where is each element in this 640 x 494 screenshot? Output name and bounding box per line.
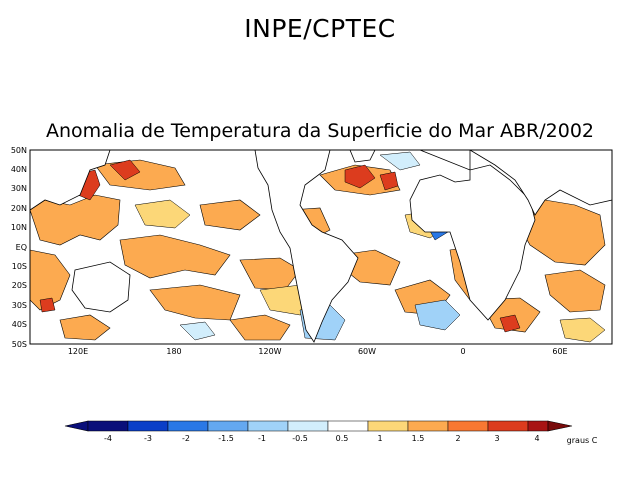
lon-label: 180 <box>166 347 181 356</box>
legend-swatch <box>327 420 369 432</box>
organization-title: INPE/CPTEC <box>244 14 396 43</box>
lat-label: 40N <box>11 165 27 174</box>
lat-label: 10N <box>11 223 27 232</box>
legend-tick: 4 <box>534 434 539 443</box>
legend-tick: -1.5 <box>218 434 234 443</box>
lat-label: 50N <box>11 146 27 155</box>
legend-tick: 2 <box>455 434 460 443</box>
legend-unit: graus C <box>567 436 598 445</box>
legend-arrow-right <box>547 420 573 432</box>
lon-label: 120W <box>258 347 281 356</box>
lat-label: 20N <box>11 204 27 213</box>
longitude-labels: 120E 180 120W 60W 0 60E <box>68 347 568 356</box>
lat-label: 30N <box>11 184 27 193</box>
lon-label: 0 <box>460 347 465 356</box>
lat-label: EQ <box>16 243 27 252</box>
legend-tick: -0.5 <box>292 434 308 443</box>
legend-tick: 3 <box>494 434 499 443</box>
lat-label: 10S <box>12 262 27 271</box>
lat-label: 50S <box>12 340 27 349</box>
legend-tick: 1 <box>377 434 382 443</box>
legend-swatch <box>87 420 129 432</box>
continents <box>29 149 613 343</box>
lat-label: 20S <box>12 281 27 290</box>
legend-swatch <box>447 420 489 432</box>
lat-label: 40S <box>12 320 27 329</box>
legend-swatch <box>367 420 409 432</box>
legend-tick: -3 <box>144 434 152 443</box>
latitude-labels: 50N 40N 30N 20N 10N EQ 10S 20S 30S 40S 5… <box>11 146 27 349</box>
lat-label: 30S <box>12 301 27 310</box>
legend-tick: -2 <box>182 434 190 443</box>
legend-tick: -4 <box>104 434 112 443</box>
legend-tick: 0.5 <box>336 434 349 443</box>
legend-swatch <box>167 420 209 432</box>
legend-swatch <box>247 420 289 432</box>
legend-tick: -1 <box>258 434 266 443</box>
legend-swatch <box>407 420 449 432</box>
legend-swatch <box>487 420 529 432</box>
legend-tick: 1.5 <box>412 434 425 443</box>
lon-label: 60W <box>358 347 376 356</box>
lon-label: 120E <box>68 347 88 356</box>
legend-swatch <box>127 420 169 432</box>
legend-swatch <box>527 420 549 432</box>
map-title: Anomalia de Temperatura da Superficie do… <box>45 120 595 142</box>
map-frame <box>29 149 613 345</box>
legend-arrow-left <box>64 420 89 432</box>
color-legend: -4 -3 -2 -1.5 -1 -0.5 0.5 1 1.5 2 3 4 gr… <box>64 420 598 445</box>
legend-swatch <box>287 420 329 432</box>
lon-label: 60E <box>552 347 567 356</box>
legend-swatch <box>207 420 249 432</box>
